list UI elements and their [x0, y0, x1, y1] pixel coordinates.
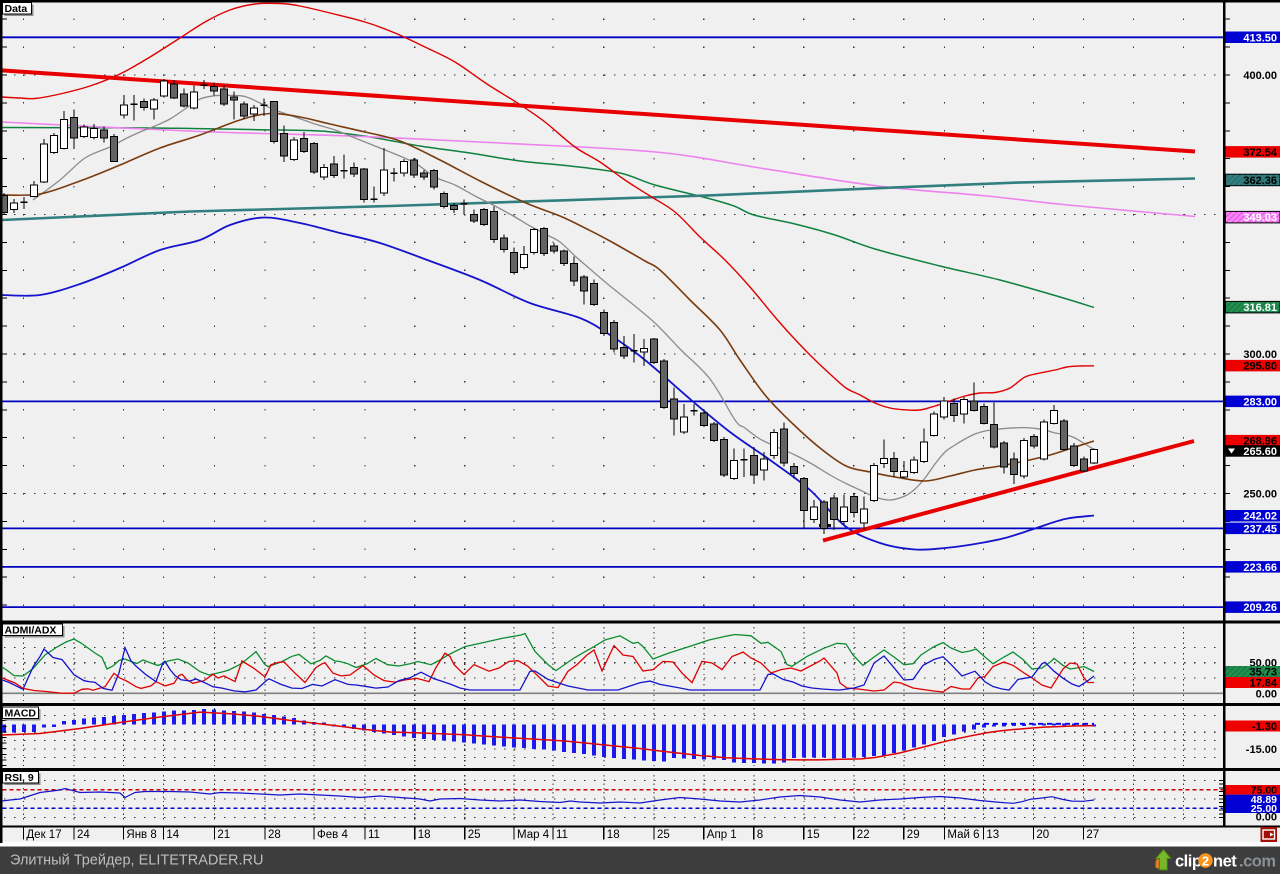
svg-text:24: 24: [77, 829, 90, 841]
svg-text:Янв 8: Янв 8: [126, 829, 156, 841]
svg-text:17.84: 17.84: [1249, 678, 1277, 690]
svg-text:15: 15: [807, 829, 820, 841]
svg-text:25: 25: [468, 829, 481, 841]
svg-text:349.03: 349.03: [1243, 212, 1277, 224]
svg-text:283.00: 283.00: [1243, 396, 1277, 408]
svg-text:223.66: 223.66: [1243, 562, 1277, 574]
svg-text:13: 13: [986, 829, 999, 841]
svg-text:8: 8: [757, 829, 763, 841]
svg-text:29: 29: [907, 829, 920, 841]
svg-text:RSI, 9: RSI, 9: [5, 772, 34, 784]
svg-text:25.00: 25.00: [1251, 803, 1277, 815]
svg-text:265.60: 265.60: [1243, 446, 1277, 458]
svg-text:250.00: 250.00: [1243, 489, 1277, 501]
svg-text:209.26: 209.26: [1243, 602, 1277, 614]
svg-text:400.00: 400.00: [1243, 70, 1277, 82]
svg-text:Data: Data: [5, 3, 28, 15]
svg-text:300.00: 300.00: [1243, 349, 1277, 361]
svg-text:MACD: MACD: [5, 708, 37, 720]
svg-text:.com: .com: [1239, 853, 1276, 871]
svg-text:14: 14: [166, 829, 179, 841]
svg-text:18: 18: [607, 829, 620, 841]
svg-text:-15.00: -15.00: [1246, 744, 1277, 756]
svg-text:27: 27: [1086, 829, 1099, 841]
svg-text:35.73: 35.73: [1249, 667, 1277, 679]
svg-text:22: 22: [857, 829, 870, 841]
svg-text:372.54: 372.54: [1243, 147, 1278, 159]
svg-text:0.00: 0.00: [1256, 812, 1277, 824]
svg-text:0.00: 0.00: [1256, 689, 1277, 701]
svg-text:net: net: [1213, 853, 1237, 871]
svg-text:75.00: 75.00: [1251, 785, 1277, 797]
svg-text:Элитный Трейдер, ELITETRADER.R: Элитный Трейдер, ELITETRADER.RU: [10, 853, 264, 869]
svg-text:11: 11: [556, 829, 568, 841]
svg-text:268.96: 268.96: [1243, 435, 1277, 447]
svg-text:237.45: 237.45: [1243, 523, 1277, 535]
svg-text:clip: clip: [1175, 853, 1202, 871]
svg-text:Апр 1: Апр 1: [707, 829, 737, 841]
svg-text:413.50: 413.50: [1243, 32, 1277, 44]
svg-text:18: 18: [418, 829, 431, 841]
svg-text:28: 28: [268, 829, 281, 841]
svg-text:316.81: 316.81: [1243, 302, 1277, 314]
svg-text:25: 25: [657, 829, 670, 841]
svg-text:48.89: 48.89: [1251, 794, 1277, 806]
svg-text:Май 6: Май 6: [947, 829, 979, 841]
svg-text:362.36: 362.36: [1243, 175, 1277, 187]
svg-text:11: 11: [368, 829, 380, 841]
svg-text:Фев 4: Фев 4: [317, 829, 348, 841]
svg-text:ADMI/ADX: ADMI/ADX: [5, 625, 57, 637]
svg-text:-1.30: -1.30: [1252, 721, 1277, 733]
svg-text:Мар 4: Мар 4: [517, 829, 550, 841]
svg-text:2: 2: [1202, 854, 1209, 869]
svg-text:Дек 17: Дек 17: [26, 829, 61, 841]
svg-text:20: 20: [1036, 829, 1049, 841]
svg-text:242.02: 242.02: [1243, 511, 1277, 523]
svg-text:21: 21: [217, 829, 230, 841]
svg-text:295.80: 295.80: [1243, 361, 1277, 373]
